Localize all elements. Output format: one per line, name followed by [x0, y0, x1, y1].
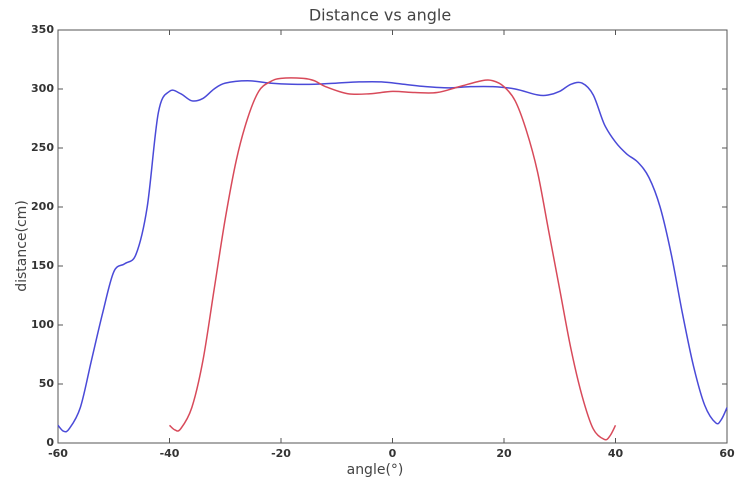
y-tick-label: 150 — [31, 259, 54, 272]
y-tick-label: 200 — [31, 200, 54, 213]
y-tick-label: 350 — [31, 23, 54, 36]
x-tick-label: -40 — [160, 447, 180, 460]
chart-title: Distance vs angle — [309, 6, 451, 25]
y-axis-label: distance(cm) — [14, 200, 30, 292]
x-tick-label: 40 — [608, 447, 624, 460]
x-tick-label: 20 — [496, 447, 512, 460]
x-tick-label: 60 — [719, 447, 735, 460]
y-tick-label: 300 — [31, 82, 54, 95]
y-tick-label: 0 — [46, 436, 54, 449]
series-line — [168, 77, 617, 441]
x-tick-label: -20 — [271, 447, 291, 460]
x-tick-label: 0 — [389, 447, 397, 460]
y-tick-label: 50 — [39, 377, 55, 390]
series-line — [57, 79, 728, 433]
x-axis-label: angle(°) — [347, 462, 404, 478]
y-tick-label: 100 — [31, 318, 54, 331]
x-tick-label: -60 — [48, 447, 68, 460]
y-tick-label: 250 — [31, 141, 54, 154]
